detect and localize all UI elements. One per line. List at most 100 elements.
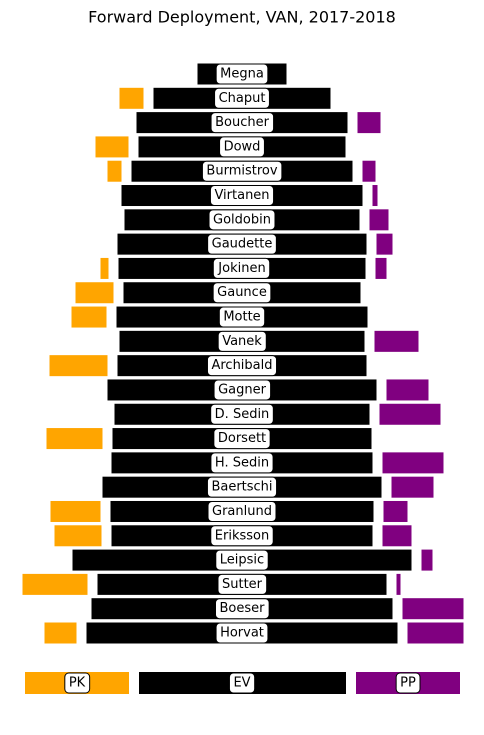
label-box bbox=[228, 672, 256, 694]
category-label-box: Dowd bbox=[219, 136, 265, 158]
category-label-box: Boeser bbox=[215, 598, 270, 620]
category-label-box: Burmistrov bbox=[201, 160, 283, 182]
label-box bbox=[64, 672, 91, 694]
category-label-box: Baertschi bbox=[206, 476, 278, 498]
bar bbox=[383, 500, 408, 522]
category-label-box: Boucher bbox=[210, 112, 275, 134]
category-label-box: Megna bbox=[215, 63, 269, 85]
label-box bbox=[214, 87, 270, 109]
category-label: Leipsic bbox=[220, 553, 264, 568]
category-label-box: Gagner bbox=[213, 379, 272, 401]
bar bbox=[100, 257, 109, 279]
category-label: D. Sedin bbox=[215, 407, 270, 422]
category-label: Horvat bbox=[220, 626, 264, 641]
label-box bbox=[213, 428, 271, 450]
bar bbox=[375, 257, 387, 279]
bar bbox=[95, 136, 129, 158]
category-label: Burmistrov bbox=[206, 164, 277, 179]
category-label-box: Chaput bbox=[214, 87, 270, 109]
category-label-box: Horvat bbox=[215, 622, 269, 644]
bar bbox=[46, 428, 103, 450]
bar bbox=[357, 112, 381, 134]
label-box bbox=[212, 282, 272, 304]
bar bbox=[369, 209, 389, 231]
bar bbox=[382, 525, 412, 547]
label-box bbox=[218, 306, 266, 328]
category-label: Motte bbox=[223, 310, 260, 325]
label-box bbox=[210, 112, 275, 134]
bar bbox=[119, 87, 144, 109]
category-label-box: Gaunce bbox=[212, 282, 272, 304]
label-box bbox=[210, 452, 274, 474]
legend-label: PK bbox=[69, 676, 86, 691]
bar bbox=[362, 160, 376, 182]
bar bbox=[44, 622, 77, 644]
label-box bbox=[212, 257, 271, 279]
category-label: Dowd bbox=[224, 139, 261, 154]
category-label: Goldobin bbox=[213, 212, 271, 227]
legend-label-box: EV bbox=[228, 672, 256, 694]
category-label: Boucher bbox=[215, 115, 269, 130]
category-label: Gaunce bbox=[217, 285, 267, 300]
bar bbox=[402, 598, 464, 620]
category-label-box: Sutter bbox=[217, 573, 268, 595]
label-box bbox=[201, 160, 283, 182]
bar bbox=[22, 573, 88, 595]
category-label: Granlund bbox=[212, 504, 272, 519]
category-label-box: Leipsic bbox=[215, 549, 269, 571]
category-label-box: Goldobin bbox=[208, 209, 276, 231]
label-box bbox=[206, 355, 278, 377]
category-label-box: Eriksson bbox=[210, 525, 274, 547]
category-label-box: Dorsett bbox=[213, 428, 271, 450]
category-label: Gaudette bbox=[212, 237, 273, 252]
bar bbox=[75, 282, 114, 304]
bar bbox=[107, 160, 122, 182]
category-label: Virtanen bbox=[214, 188, 269, 203]
category-label-box: Archibald bbox=[206, 355, 278, 377]
label-box bbox=[215, 598, 270, 620]
label-box bbox=[207, 500, 277, 522]
category-label: Gagner bbox=[218, 382, 267, 397]
bar bbox=[382, 452, 444, 474]
category-label-box: Vanek bbox=[217, 330, 267, 352]
category-label: Jokinen bbox=[217, 261, 265, 276]
label-box bbox=[209, 185, 275, 207]
category-label-box: Gaudette bbox=[207, 233, 277, 255]
legend-label: PP bbox=[400, 676, 416, 691]
label-box bbox=[210, 525, 274, 547]
legend-label-box: PP bbox=[395, 672, 421, 694]
bar bbox=[407, 622, 464, 644]
category-label: Boeser bbox=[220, 601, 266, 616]
category-label: Baertschi bbox=[211, 480, 272, 495]
bar bbox=[372, 185, 378, 207]
chart-title: Forward Deployment, VAN, 2017-2018 bbox=[88, 8, 396, 27]
label-box bbox=[395, 672, 421, 694]
category-label: Dorsett bbox=[218, 431, 266, 446]
category-label: Vanek bbox=[222, 334, 262, 349]
bar bbox=[71, 306, 107, 328]
bar bbox=[386, 379, 429, 401]
bar bbox=[376, 233, 393, 255]
category-label: Sutter bbox=[222, 577, 263, 592]
label-box bbox=[219, 136, 265, 158]
label-box bbox=[213, 379, 272, 401]
label-box bbox=[207, 233, 277, 255]
category-label-box: Virtanen bbox=[209, 185, 275, 207]
category-label: Chaput bbox=[219, 91, 266, 106]
bar bbox=[374, 330, 419, 352]
category-label-box: Granlund bbox=[207, 500, 277, 522]
label-box bbox=[217, 573, 268, 595]
label-box bbox=[206, 476, 278, 498]
category-label-box: Jokinen bbox=[212, 257, 271, 279]
bar bbox=[421, 549, 433, 571]
category-label: H. Sedin bbox=[215, 455, 269, 470]
category-label: Eriksson bbox=[215, 528, 269, 543]
bar bbox=[396, 573, 401, 595]
label-box bbox=[208, 209, 276, 231]
category-label: Megna bbox=[220, 67, 264, 82]
label-box bbox=[215, 622, 269, 644]
bar bbox=[379, 403, 441, 425]
legend-label: EV bbox=[233, 676, 250, 691]
label-box bbox=[210, 403, 274, 425]
